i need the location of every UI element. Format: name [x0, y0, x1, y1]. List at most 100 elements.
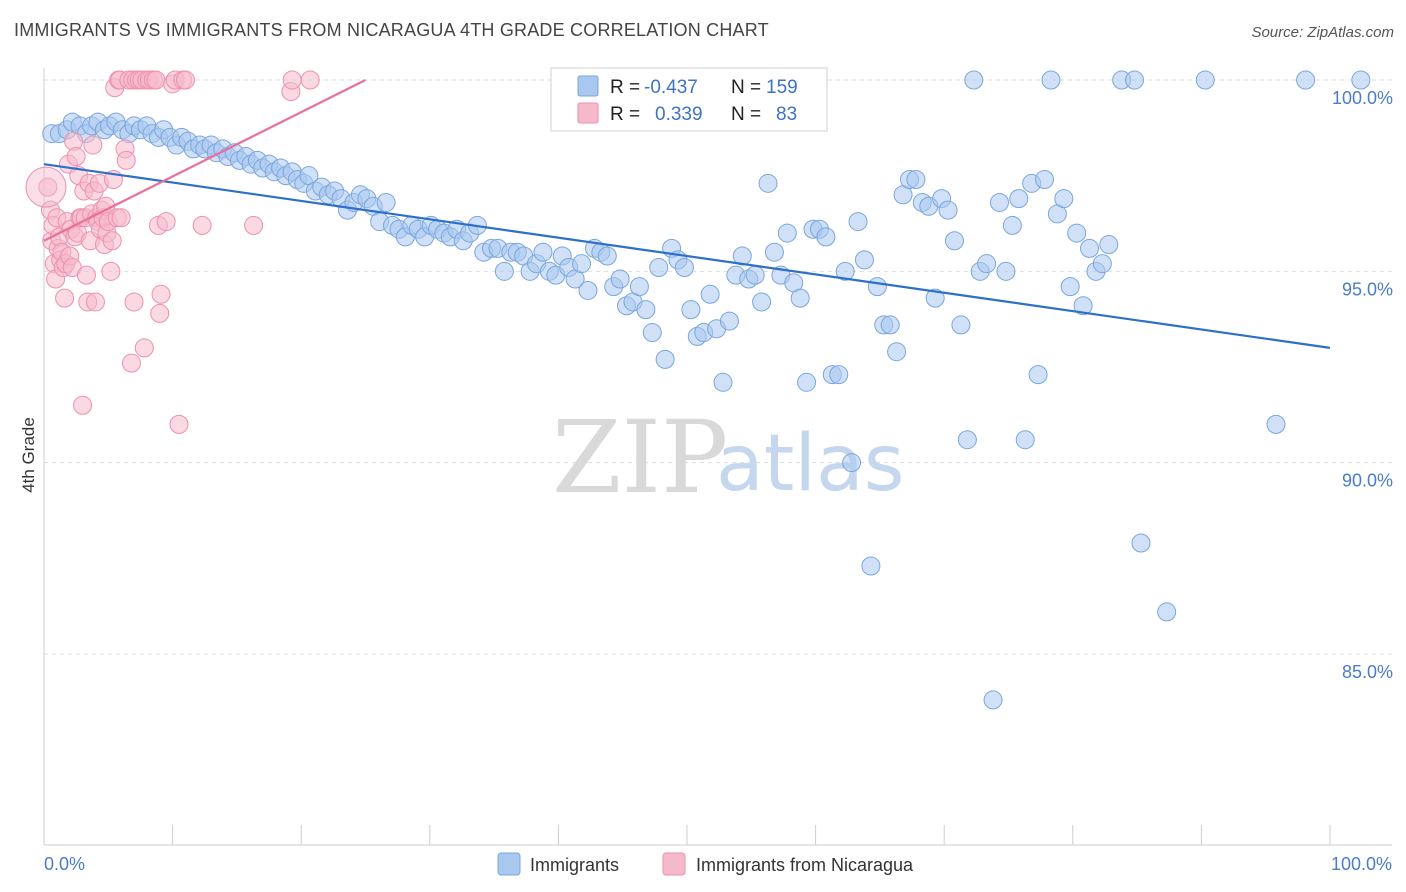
immigrants-point-174: [1296, 70, 1316, 90]
immigrants-point-125: [829, 365, 849, 385]
y-tick-label-1: 95.0%: [1342, 279, 1393, 299]
immigrants-point-115: [764, 242, 784, 262]
correlation-legend: R = -0.437 N = 159 R = 0.339 N = 83: [550, 67, 828, 132]
nicaragua-point-36: [85, 292, 105, 312]
immigrants-point-156: [1028, 365, 1048, 385]
immigrants-point-129: [854, 250, 874, 270]
immigrants-point-120: [797, 372, 817, 392]
legend-n-label-immigrants: N =: [731, 77, 761, 98]
immigrants-point-160: [1054, 189, 1074, 209]
immigrants-point-166: [1092, 254, 1112, 274]
immigrants-point-89: [597, 246, 617, 266]
immigrants-point-140: [925, 288, 945, 308]
legend-r-label-immigrants: R =: [610, 77, 640, 98]
legend-r-value-immigrants: -0.437: [644, 77, 698, 98]
immigrants-point-161: [1060, 277, 1080, 297]
immigrants-point-108: [719, 311, 739, 331]
immigrants-point-152: [1002, 215, 1022, 235]
series-legend: Immigrants Immigrants from Nicaragua: [497, 852, 914, 876]
immigrants-point-130: [861, 556, 881, 576]
immigrants-point-150: [989, 192, 1009, 212]
legend-r-value-nicaragua: 0.339: [655, 104, 703, 125]
watermark-atlas: atlas: [716, 419, 905, 509]
immigrants-point-133: [880, 315, 900, 335]
x-axis-ticks: [43, 825, 1331, 845]
nicaragua-point-0: [38, 177, 58, 197]
immigrants-point-113: [752, 292, 772, 312]
series-immigrants-points: [42, 70, 1371, 710]
x-tick-label-max: 100.0%: [1331, 854, 1392, 874]
immigrants-point-142: [938, 200, 958, 220]
legend-swatch-nicaragua: [577, 102, 599, 124]
immigrants-point-153: [1009, 189, 1029, 209]
nicaragua-point-75: [169, 414, 189, 434]
immigrants-point-154: [1015, 430, 1035, 450]
immigrants-point-97: [649, 258, 669, 278]
nicaragua-point-78: [192, 215, 212, 235]
immigrants-point-126: [835, 261, 855, 281]
immigrants-trend-line: [43, 163, 1331, 349]
nicaragua-point-79: [244, 215, 264, 235]
y-axis-title: 4th Grade: [19, 417, 38, 493]
bottom-legend-swatch-nicaragua: [662, 852, 686, 876]
immigrants-point-131: [867, 277, 887, 297]
immigrants-point-114: [758, 173, 778, 193]
nicaragua-point-26: [73, 395, 93, 415]
watermark-zip: ZIP: [552, 399, 728, 516]
immigrants-point-151: [996, 261, 1016, 281]
immigrants-point-73: [494, 261, 514, 281]
immigrants-point-112: [745, 265, 765, 285]
immigrants-point-102: [681, 300, 701, 320]
immigrants-point-143: [944, 231, 964, 251]
immigrants-point-167: [1099, 235, 1119, 255]
immigrants-point-96: [642, 323, 662, 343]
immigrants-point-91: [610, 269, 630, 289]
nicaragua-point-48: [102, 231, 122, 251]
immigrants-point-173: [1266, 414, 1286, 434]
nicaragua-point-68: [146, 70, 166, 90]
immigrants-point-145: [957, 430, 977, 450]
immigrants-point-134: [887, 342, 907, 362]
immigrants-point-171: [1157, 602, 1177, 622]
immigrants-point-163: [1073, 296, 1093, 316]
legend-r-label-nicaragua: R =: [610, 104, 640, 125]
chart-title: IMMIGRANTS VS IMMIGRANTS FROM NICARAGUA …: [14, 20, 769, 40]
nicaragua-point-34: [83, 135, 103, 155]
immigrants-point-128: [848, 212, 868, 232]
nicaragua-point-47: [101, 261, 121, 281]
immigrants-point-94: [629, 277, 649, 297]
y-tick-labels: 100.0% 95.0% 90.0% 85.0%: [1332, 88, 1393, 682]
immigrants-point-148: [977, 254, 997, 274]
nicaragua-point-77: [175, 70, 195, 90]
source-label: Source: ZipAtlas.com: [1251, 24, 1394, 41]
trend-lines: [43, 79, 1331, 349]
bottom-legend-label-nicaragua: Immigrants from Nicaragua: [696, 855, 914, 875]
legend-n-value-immigrants: 159: [766, 77, 798, 98]
immigrants-point-164: [1080, 238, 1100, 258]
immigrants-point-105: [700, 284, 720, 304]
immigrants-point-55: [376, 192, 396, 212]
immigrants-point-85: [572, 254, 592, 274]
legend-swatch-immigrants: [577, 75, 599, 97]
immigrants-point-79: [533, 242, 553, 262]
nicaragua-point-21: [66, 147, 86, 167]
nicaragua-point-54: [111, 208, 131, 228]
immigrants-point-172: [1195, 70, 1215, 90]
immigrants-point-144: [951, 315, 971, 335]
immigrants-point-95: [636, 300, 656, 320]
nicaragua-point-60: [124, 292, 144, 312]
bottom-legend-label-immigrants: Immigrants: [530, 855, 619, 875]
immigrants-point-86: [578, 280, 598, 300]
immigrants-point-169: [1125, 70, 1145, 90]
y-tick-label-0: 100.0%: [1332, 88, 1393, 108]
nicaragua-point-12: [55, 288, 75, 308]
nicaragua-point-58: [121, 353, 141, 373]
nicaragua-point-large: [25, 166, 67, 208]
x-tick-label-min: 0.0%: [44, 854, 85, 874]
immigrants-point-117: [777, 223, 797, 243]
nicaragua-point-29: [76, 265, 96, 285]
immigrants-point-162: [1067, 223, 1087, 243]
nicaragua-point-64: [134, 338, 154, 358]
nicaragua-point-70: [150, 303, 170, 323]
